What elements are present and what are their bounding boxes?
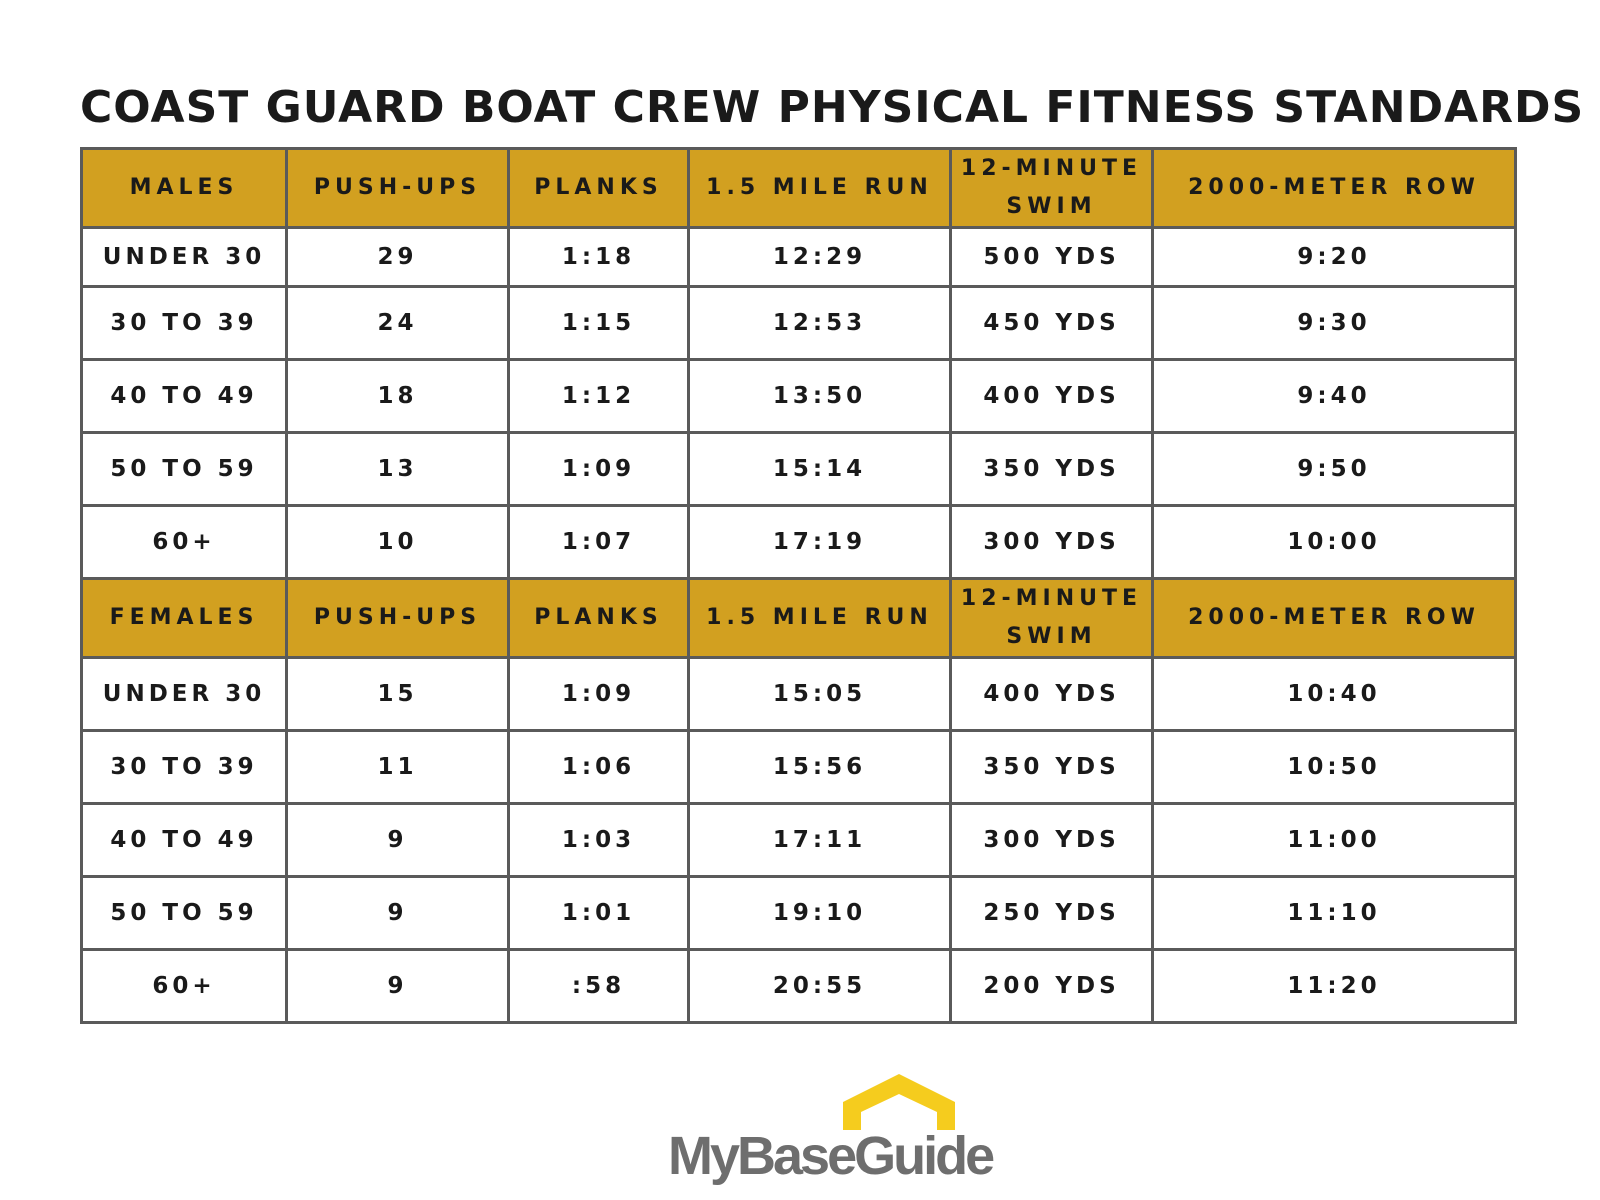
column-header-planks: PLANKS xyxy=(507,147,690,229)
column-header-row: 2000-METER ROW xyxy=(1151,147,1517,229)
row-cell: 11:10 xyxy=(1151,875,1517,951)
planks-cell: 1:07 xyxy=(507,504,690,580)
planks-cell: 1:18 xyxy=(507,226,690,288)
swim-cell: 350 YDS xyxy=(949,729,1154,805)
age-group-cell: UNDER 30 xyxy=(80,226,288,288)
swim-cell: 500 YDS xyxy=(949,226,1154,288)
age-group-cell: 40 TO 49 xyxy=(80,802,288,878)
push-ups-cell: 15 xyxy=(285,656,510,732)
row-cell: 10:00 xyxy=(1151,504,1517,580)
row-cell: 11:20 xyxy=(1151,948,1517,1024)
table-row: 60+ 10 1:07 17:19 300 YDS 10:00 xyxy=(80,504,1517,580)
column-header-planks: PLANKS xyxy=(507,577,690,659)
page-title: COAST GUARD BOAT CREW PHYSICAL FITNESS S… xyxy=(80,82,1585,133)
push-ups-cell: 9 xyxy=(285,802,510,878)
column-header-push-ups: PUSH-UPS xyxy=(285,577,510,659)
column-header-row: 2000-METER ROW xyxy=(1151,577,1517,659)
table-row: 40 TO 49 9 1:03 17:11 300 YDS 11:00 xyxy=(80,802,1517,878)
planks-cell: 1:12 xyxy=(507,358,690,434)
planks-cell: 1:15 xyxy=(507,285,690,361)
push-ups-cell: 13 xyxy=(285,431,510,507)
push-ups-cell: 24 xyxy=(285,285,510,361)
females-header-row: FEMALES PUSH-UPS PLANKS 1.5 MILE RUN 12-… xyxy=(80,577,1517,659)
run-cell: 13:50 xyxy=(687,358,952,434)
planks-cell: :58 xyxy=(507,948,690,1024)
column-header-run: 1.5 MILE RUN xyxy=(687,147,952,229)
svg-text:★★★: ★★★ xyxy=(880,1110,918,1126)
age-group-cell: 40 TO 49 xyxy=(80,358,288,434)
swim-cell: 250 YDS xyxy=(949,875,1154,951)
age-group-cell: 50 TO 59 xyxy=(80,875,288,951)
run-cell: 17:11 xyxy=(687,802,952,878)
planks-cell: 1:09 xyxy=(507,656,690,732)
run-cell: 19:10 xyxy=(687,875,952,951)
swim-cell: 400 YDS xyxy=(949,656,1154,732)
run-cell: 12:53 xyxy=(687,285,952,361)
push-ups-cell: 18 xyxy=(285,358,510,434)
age-group-cell: 60+ xyxy=(80,948,288,1024)
push-ups-cell: 9 xyxy=(285,948,510,1024)
row-cell: 11:00 xyxy=(1151,802,1517,878)
planks-cell: 1:01 xyxy=(507,875,690,951)
house-roof-stars-icon: ★★★ xyxy=(843,1074,955,1130)
mybaseguide-logo: ★★★ MyBaseGuide xyxy=(668,1074,995,1194)
row-cell: 9:20 xyxy=(1151,226,1517,288)
row-cell: 10:50 xyxy=(1151,729,1517,805)
table-row: 50 TO 59 9 1:01 19:10 250 YDS 11:10 xyxy=(80,875,1517,951)
column-header-run: 1.5 MILE RUN xyxy=(687,577,952,659)
push-ups-cell: 10 xyxy=(285,504,510,580)
column-header-push-ups: PUSH-UPS xyxy=(285,147,510,229)
swim-cell: 300 YDS xyxy=(949,802,1154,878)
age-group-cell: 30 TO 39 xyxy=(80,729,288,805)
table-row: 30 TO 39 24 1:15 12:53 450 YDS 9:30 xyxy=(80,285,1517,361)
swim-cell: 450 YDS xyxy=(949,285,1154,361)
table-row: 50 TO 59 13 1:09 15:14 350 YDS 9:50 xyxy=(80,431,1517,507)
table-row: 60+ 9 :58 20:55 200 YDS 11:20 xyxy=(80,948,1517,1024)
fitness-standards-table: MALES PUSH-UPS PLANKS 1.5 MILE RUN 12-MI… xyxy=(80,147,1517,1024)
table-row: 30 TO 39 11 1:06 15:56 350 YDS 10:50 xyxy=(80,729,1517,805)
column-header-swim: 12-MINUTE SWIM xyxy=(949,147,1154,229)
row-cell: 9:40 xyxy=(1151,358,1517,434)
run-cell: 15:56 xyxy=(687,729,952,805)
males-header-row: MALES PUSH-UPS PLANKS 1.5 MILE RUN 12-MI… xyxy=(80,147,1517,229)
table-row: 40 TO 49 18 1:12 13:50 400 YDS 9:40 xyxy=(80,358,1517,434)
age-group-cell: UNDER 30 xyxy=(80,656,288,732)
column-header-swim: 12-MINUTE SWIM xyxy=(949,577,1154,659)
planks-cell: 1:09 xyxy=(507,431,690,507)
push-ups-cell: 11 xyxy=(285,729,510,805)
push-ups-cell: 9 xyxy=(285,875,510,951)
logo-text: MyBaseGuide xyxy=(668,1126,995,1186)
males-section: MALES PUSH-UPS PLANKS 1.5 MILE RUN 12-MI… xyxy=(80,147,1517,580)
run-cell: 15:05 xyxy=(687,656,952,732)
females-section: FEMALES PUSH-UPS PLANKS 1.5 MILE RUN 12-… xyxy=(80,577,1517,1024)
males-header-label: MALES xyxy=(80,147,288,229)
row-cell: 10:40 xyxy=(1151,656,1517,732)
run-cell: 20:55 xyxy=(687,948,952,1024)
row-cell: 9:50 xyxy=(1151,431,1517,507)
run-cell: 15:14 xyxy=(687,431,952,507)
row-cell: 9:30 xyxy=(1151,285,1517,361)
females-header-label: FEMALES xyxy=(80,577,288,659)
age-group-cell: 60+ xyxy=(80,504,288,580)
age-group-cell: 30 TO 39 xyxy=(80,285,288,361)
swim-cell: 350 YDS xyxy=(949,431,1154,507)
run-cell: 17:19 xyxy=(687,504,952,580)
swim-cell: 400 YDS xyxy=(949,358,1154,434)
swim-cell: 200 YDS xyxy=(949,948,1154,1024)
table-row: UNDER 30 29 1:18 12:29 500 YDS 9:20 xyxy=(80,226,1517,288)
table-row: UNDER 30 15 1:09 15:05 400 YDS 10:40 xyxy=(80,656,1517,732)
push-ups-cell: 29 xyxy=(285,226,510,288)
run-cell: 12:29 xyxy=(687,226,952,288)
planks-cell: 1:06 xyxy=(507,729,690,805)
swim-cell: 300 YDS xyxy=(949,504,1154,580)
age-group-cell: 50 TO 59 xyxy=(80,431,288,507)
planks-cell: 1:03 xyxy=(507,802,690,878)
